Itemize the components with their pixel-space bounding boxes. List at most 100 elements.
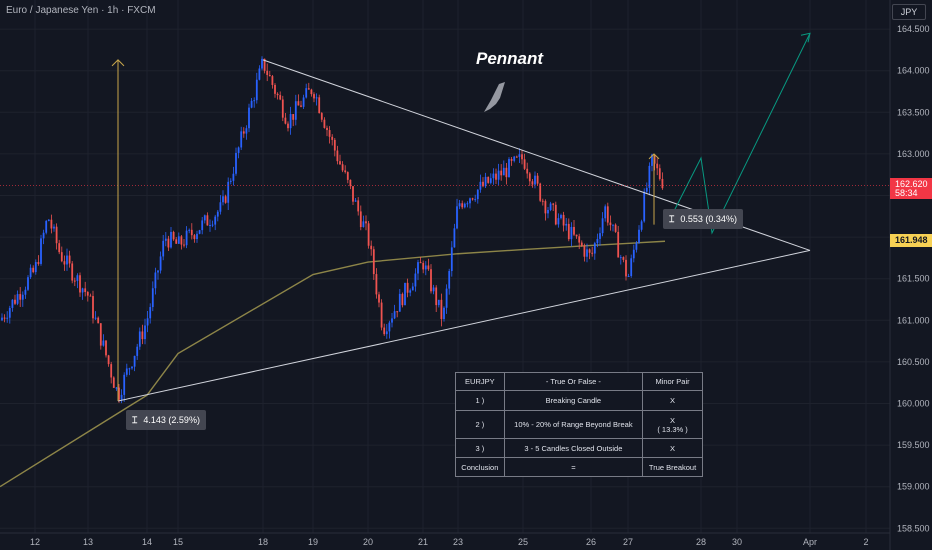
candle-body — [105, 340, 107, 356]
candle-body — [94, 317, 97, 319]
candle-body — [326, 127, 328, 131]
candle-body — [216, 211, 219, 217]
candle-body — [612, 224, 614, 226]
table-cell: 1 ) — [455, 390, 505, 411]
candle-body — [32, 267, 35, 273]
currency-badge[interactable]: JPY — [892, 4, 926, 20]
candle-body — [547, 209, 549, 214]
candle-body — [396, 311, 399, 313]
candle-body — [89, 295, 92, 297]
time-axis-ticks: 12 13 14 15 18 19 20 21 23 25 26 27 28 30 Apr 2 — [30, 537, 869, 547]
candle-body — [497, 170, 500, 180]
candle-body — [250, 100, 253, 108]
time-tick-label: 15 — [173, 537, 183, 547]
candle-body — [37, 262, 40, 264]
candle-body — [201, 220, 204, 231]
candle-body — [388, 322, 391, 332]
candle-body — [274, 84, 276, 94]
candle-body — [292, 114, 295, 120]
candles-layer — [1, 56, 664, 404]
moving-average-line — [0, 240, 666, 488]
time-tick-label: 14 — [142, 537, 152, 547]
table-cell: X — [642, 390, 703, 411]
candle-body — [565, 223, 568, 226]
candle-body — [76, 275, 79, 281]
candle-body — [136, 346, 139, 356]
candle-body — [365, 221, 367, 224]
candle-body — [333, 139, 336, 151]
candle-body — [84, 288, 87, 292]
candle-body — [385, 331, 388, 335]
candle-body — [149, 307, 152, 319]
candle-body — [336, 150, 339, 162]
breakout-measure-label[interactable]: ⌶ 0.553 (0.34%) — [663, 209, 743, 229]
table-row: 3 ) 3 - 5 Candles Closed Outside X — [455, 438, 703, 458]
candle-body — [177, 236, 180, 244]
candle-body — [190, 229, 193, 236]
candle-body — [456, 206, 458, 229]
price-tick-label: 158.500 — [897, 523, 930, 533]
time-tick-label: 27 — [623, 537, 633, 547]
price-tick-label: 163.500 — [897, 107, 930, 117]
candle-body — [593, 243, 596, 254]
table-cell: 10% - 20% of Range Beyond Break — [503, 410, 644, 439]
table-cell: Breaking Candle — [503, 390, 644, 411]
candle-body — [346, 172, 349, 180]
candle-body — [263, 58, 266, 71]
candle-body — [183, 244, 185, 246]
candle-body — [619, 257, 622, 259]
breakout-checklist-table[interactable]: EURJPY - True Or False - Minor Pair 1 ) … — [455, 372, 703, 477]
candle-body — [453, 228, 456, 248]
candle-body — [79, 275, 81, 293]
symbol-title[interactable]: Euro / Japanese Yen · 1h · FXCM — [6, 5, 156, 16]
candle-body — [58, 243, 61, 253]
candle-body — [209, 225, 211, 227]
candle-body — [112, 377, 115, 388]
candle-body — [458, 203, 461, 207]
price-tick-label: 161.500 — [897, 274, 930, 284]
candle-body — [531, 181, 534, 185]
pole-measure-label[interactable]: ⌶ 4.143 (2.59%) — [126, 410, 206, 430]
candle-body — [653, 154, 656, 164]
candle-body — [539, 183, 542, 201]
candle-body — [357, 200, 360, 212]
time-tick-label: 28 — [696, 537, 706, 547]
candle-body — [16, 294, 19, 304]
candle-body — [450, 247, 453, 272]
candle-body — [198, 230, 201, 234]
table-cell: Conclusion — [455, 457, 505, 477]
candle-body — [505, 167, 508, 178]
pennant-label[interactable]: Pennant — [476, 49, 544, 68]
candle-body — [443, 307, 445, 320]
candle-body — [42, 232, 45, 239]
candle-body — [224, 196, 227, 203]
candle-body — [625, 259, 627, 277]
candle-body — [604, 206, 607, 219]
candle-body — [469, 198, 471, 204]
moving-average-layer — [0, 240, 666, 488]
candle-body — [305, 88, 308, 98]
candle-body — [510, 159, 513, 161]
candle-body — [131, 366, 133, 369]
candle-body — [222, 196, 224, 203]
candle-body — [266, 70, 269, 75]
candle-body — [401, 293, 404, 306]
candle-body — [196, 233, 198, 240]
grid-lines — [0, 0, 890, 533]
candle-body — [302, 97, 305, 107]
candle-body — [344, 170, 347, 173]
candle-body — [341, 164, 344, 171]
candle-body — [271, 76, 274, 85]
candle-body — [482, 181, 484, 187]
candle-body — [102, 340, 105, 346]
candle-body — [159, 256, 162, 271]
time-tick-label: Apr — [803, 537, 817, 547]
candle-body — [552, 203, 555, 205]
candle-body — [557, 218, 560, 225]
candle-body — [580, 242, 583, 246]
candle-body — [393, 311, 396, 319]
ruler-icon: ⌶ — [132, 415, 138, 425]
candle-body — [567, 223, 570, 240]
candle-body — [523, 159, 526, 169]
